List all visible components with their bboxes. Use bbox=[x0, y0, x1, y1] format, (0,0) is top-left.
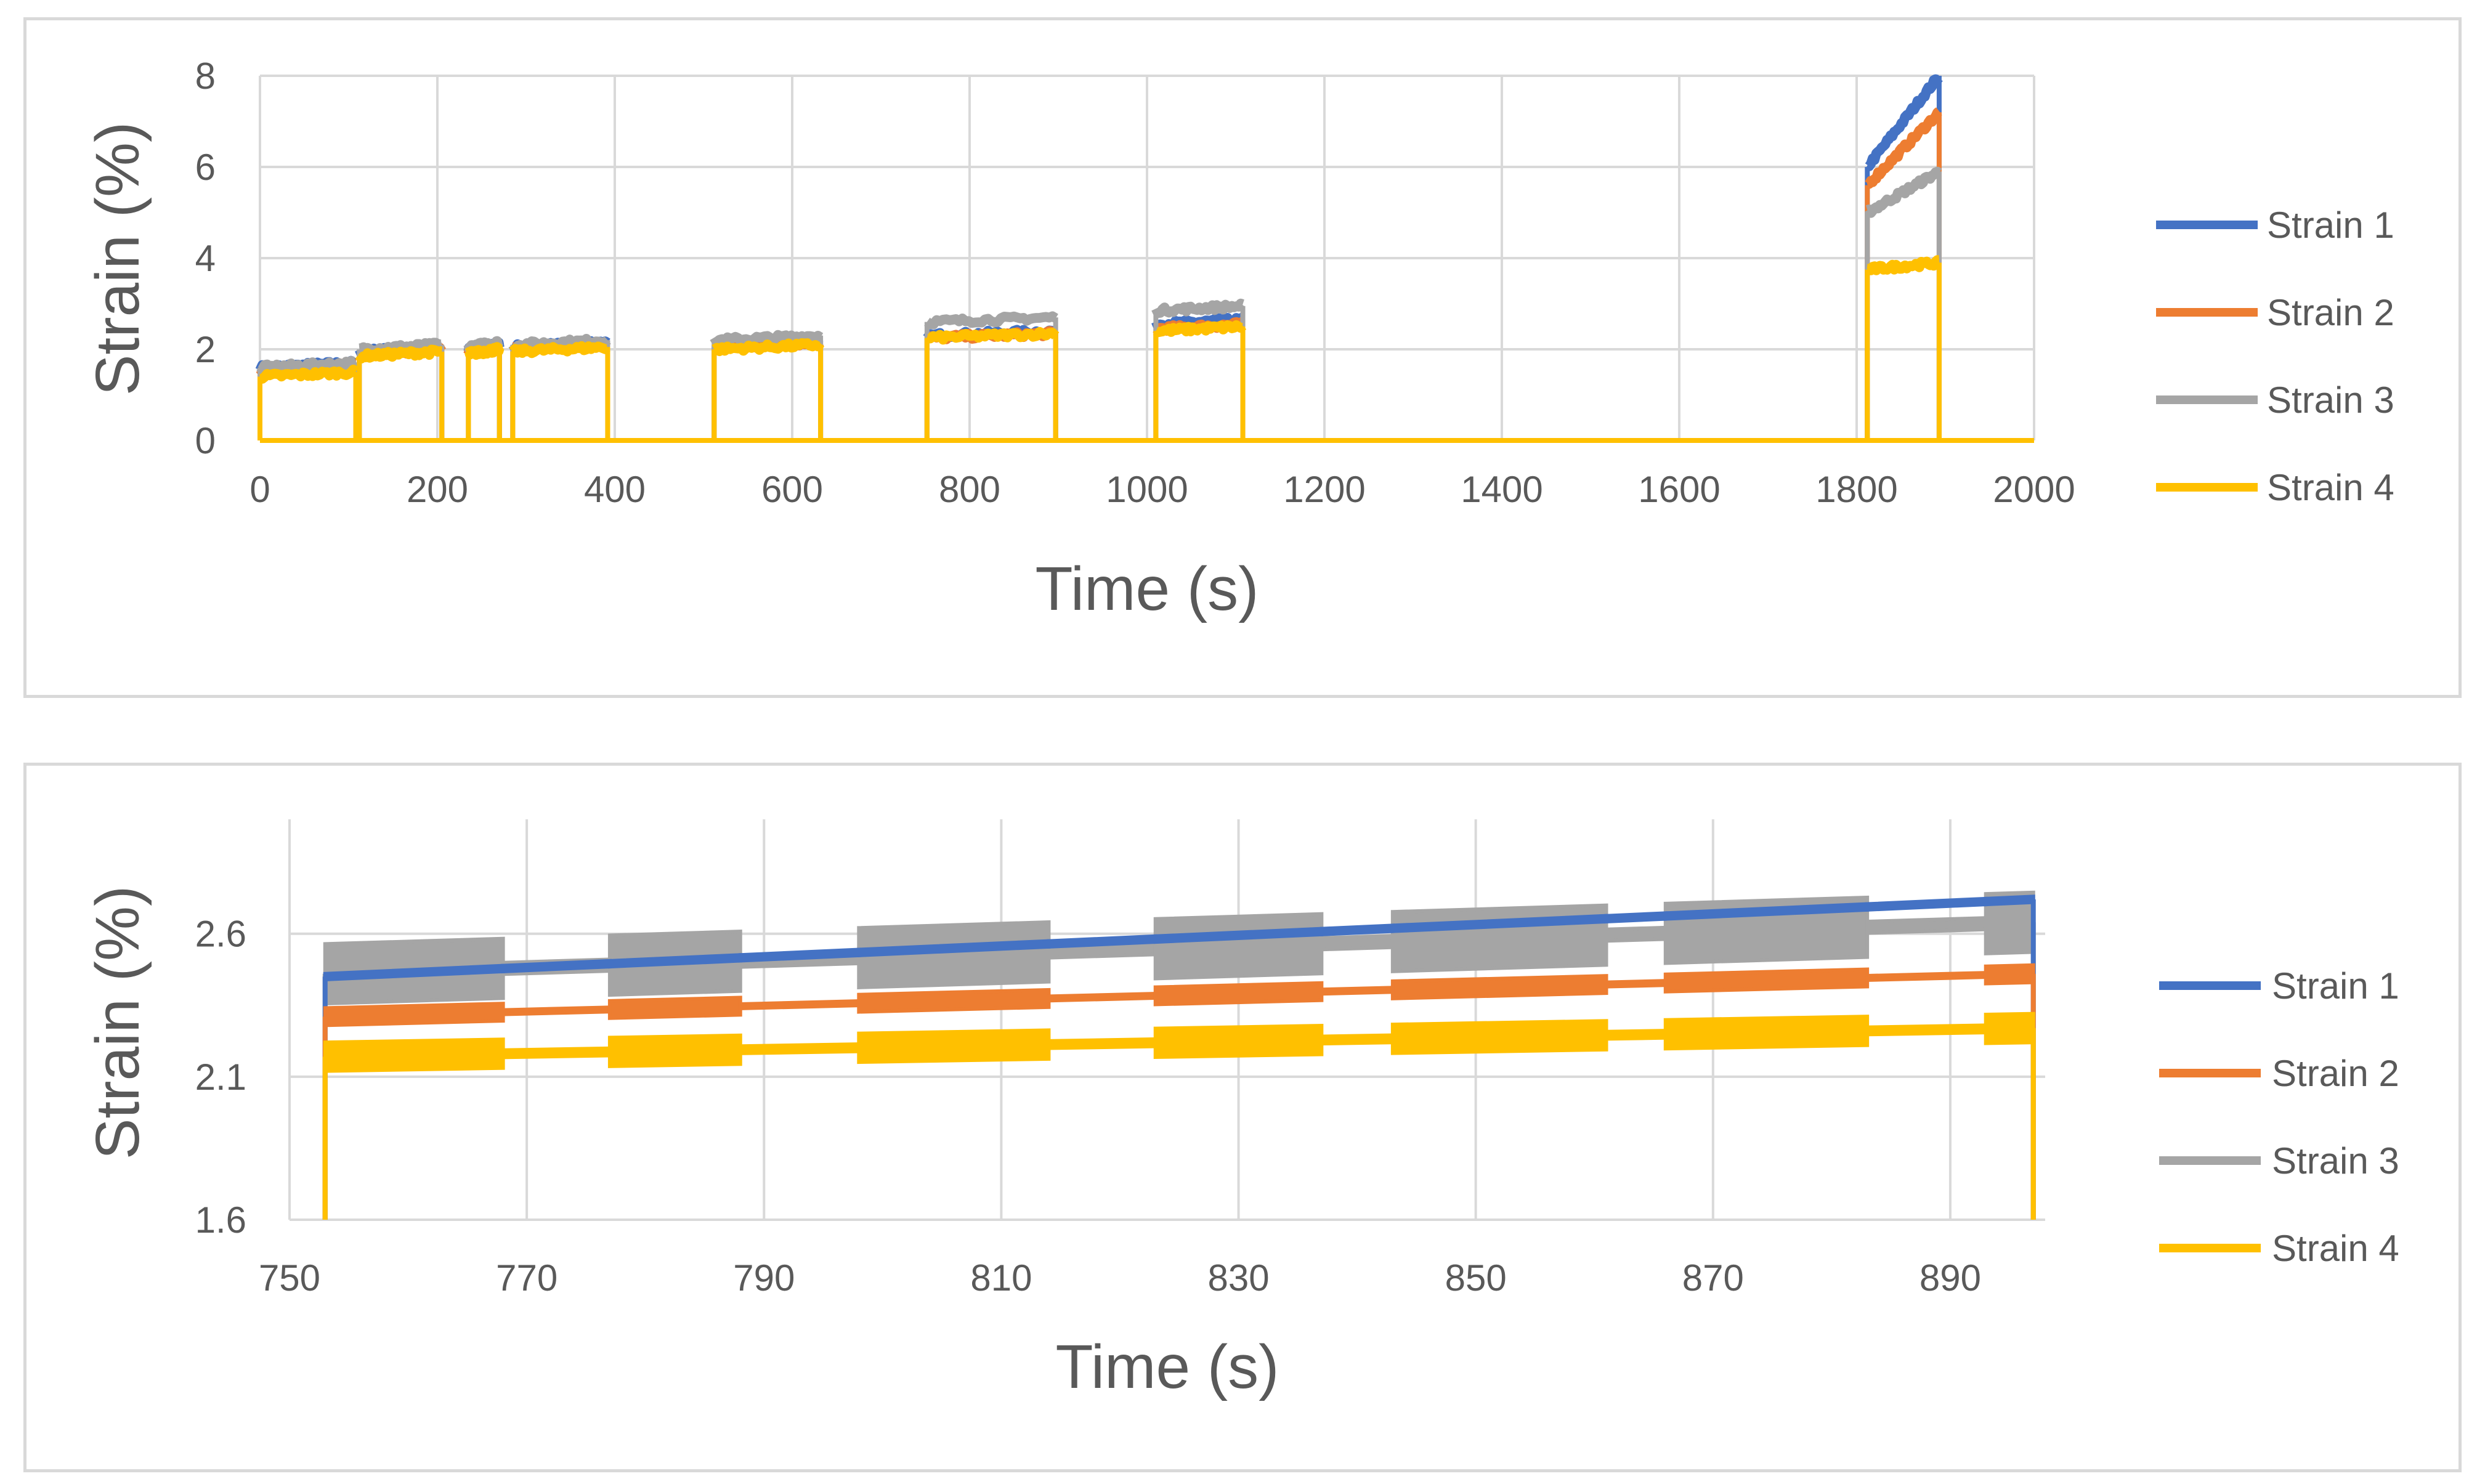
legend-label: Strain 2 bbox=[2272, 1053, 2399, 1094]
legend-label: Strain 4 bbox=[2272, 1228, 2399, 1269]
data-band bbox=[1865, 916, 1988, 935]
data-band bbox=[925, 326, 1060, 345]
data-band bbox=[1604, 911, 1668, 924]
x-tick-label: 810 bbox=[970, 1257, 1032, 1299]
data-band bbox=[857, 920, 1051, 989]
x-tick-label: 2000 bbox=[1993, 469, 2075, 510]
data-band bbox=[1865, 971, 1988, 983]
x-tick-label: 600 bbox=[761, 469, 823, 510]
x-tick-label: 1200 bbox=[1283, 469, 1365, 510]
data-band bbox=[710, 330, 824, 347]
data-band bbox=[1153, 320, 1247, 338]
data-band bbox=[1320, 986, 1395, 996]
data-band bbox=[924, 311, 1058, 330]
data-band bbox=[857, 987, 1051, 1014]
data-band bbox=[323, 1037, 505, 1073]
y-tick-label: 8 bbox=[195, 55, 216, 97]
data-band bbox=[1153, 981, 1324, 1007]
y-axis-title: Strain (%) bbox=[83, 122, 152, 396]
x-tick-label: 400 bbox=[584, 469, 646, 510]
data-band bbox=[355, 344, 445, 363]
data-band bbox=[501, 1005, 612, 1016]
data-band bbox=[1864, 74, 1943, 171]
data-band bbox=[1390, 974, 1608, 1000]
legend-label: Strain 4 bbox=[2267, 467, 2394, 508]
x-tick-label: 1000 bbox=[1106, 469, 1188, 510]
data-band bbox=[1604, 979, 1668, 989]
data-band bbox=[711, 338, 825, 357]
data-band bbox=[1390, 903, 1608, 973]
y-tick-label: 6 bbox=[195, 147, 216, 188]
data-band bbox=[1320, 1033, 1395, 1046]
x-tick-label: 770 bbox=[496, 1257, 557, 1299]
data-band bbox=[1864, 166, 1942, 218]
data-band bbox=[738, 1042, 861, 1055]
data-band bbox=[857, 1028, 1051, 1064]
y-tick-label: 0 bbox=[195, 420, 216, 461]
series-strain-4 bbox=[257, 255, 2034, 443]
data-band bbox=[1865, 1023, 1988, 1037]
data-band bbox=[607, 995, 742, 1020]
data-band bbox=[1984, 1012, 2035, 1045]
chart-top bbox=[255, 74, 2258, 492]
x-tick-label: 1600 bbox=[1638, 469, 1720, 510]
data-band bbox=[323, 1002, 505, 1028]
legend-label: Strain 3 bbox=[2272, 1140, 2399, 1182]
data-band bbox=[464, 342, 505, 360]
x-tick-label: 870 bbox=[1682, 1257, 1744, 1299]
data-band bbox=[509, 341, 610, 359]
x-tick-label: 1400 bbox=[1461, 469, 1542, 510]
x-axis-title: Time (s) bbox=[1036, 554, 1259, 623]
x-tick-label: 890 bbox=[1919, 1257, 1981, 1299]
legend-label: Strain 3 bbox=[2267, 379, 2394, 421]
series-strain-4 bbox=[322, 1012, 2036, 1220]
data-band bbox=[738, 999, 861, 1010]
x-tick-label: 0 bbox=[249, 469, 270, 510]
data-band bbox=[1153, 1024, 1324, 1060]
legend-label: Strain 1 bbox=[2267, 205, 2394, 246]
data-band bbox=[1047, 991, 1157, 1003]
y-axis-title: Strain (%) bbox=[83, 886, 152, 1160]
data-band bbox=[1864, 107, 1942, 190]
legend-label: Strain 1 bbox=[2272, 965, 2399, 1007]
data-band bbox=[501, 1046, 612, 1060]
data-band bbox=[1153, 912, 1324, 981]
data-band bbox=[257, 364, 359, 384]
data-band bbox=[1047, 1037, 1157, 1050]
x-tick-label: 800 bbox=[939, 469, 1000, 510]
x-tick-label: 200 bbox=[407, 469, 468, 510]
y-tick-label: 2.1 bbox=[195, 1056, 246, 1098]
data-band bbox=[1984, 894, 2035, 907]
chart-bottom bbox=[288, 819, 2261, 1252]
data-band bbox=[1320, 934, 1395, 952]
data-band bbox=[1320, 923, 1395, 937]
data-band bbox=[1390, 1019, 1608, 1055]
data-band bbox=[1604, 925, 1668, 943]
x-tick-label: 790 bbox=[733, 1257, 795, 1299]
data-band bbox=[1984, 963, 2035, 986]
x-tick-label: 1800 bbox=[1815, 469, 1897, 510]
x-tick-label: 830 bbox=[1207, 1257, 1269, 1299]
data-band bbox=[1663, 967, 1870, 994]
data-band bbox=[1663, 1015, 1870, 1051]
data-band bbox=[1864, 255, 1942, 275]
x-tick-label: 850 bbox=[1445, 1257, 1507, 1299]
x-axis-title: Time (s) bbox=[1056, 1332, 1279, 1401]
data-band bbox=[1151, 298, 1246, 318]
series-strain-1 bbox=[322, 894, 2036, 1220]
y-tick-label: 2.6 bbox=[195, 914, 246, 955]
y-tick-label: 1.6 bbox=[195, 1199, 246, 1241]
x-tick-label: 750 bbox=[259, 1257, 320, 1299]
y-tick-label: 2 bbox=[195, 329, 216, 370]
data-band bbox=[1865, 896, 1988, 912]
data-band bbox=[607, 1033, 742, 1068]
series-strain-2 bbox=[322, 963, 2036, 1220]
y-tick-label: 4 bbox=[195, 238, 216, 279]
data-band bbox=[1604, 1029, 1668, 1041]
legend-label: Strain 2 bbox=[2267, 292, 2394, 333]
chart-panel-bottom bbox=[23, 763, 2462, 1472]
data-band bbox=[256, 355, 359, 375]
